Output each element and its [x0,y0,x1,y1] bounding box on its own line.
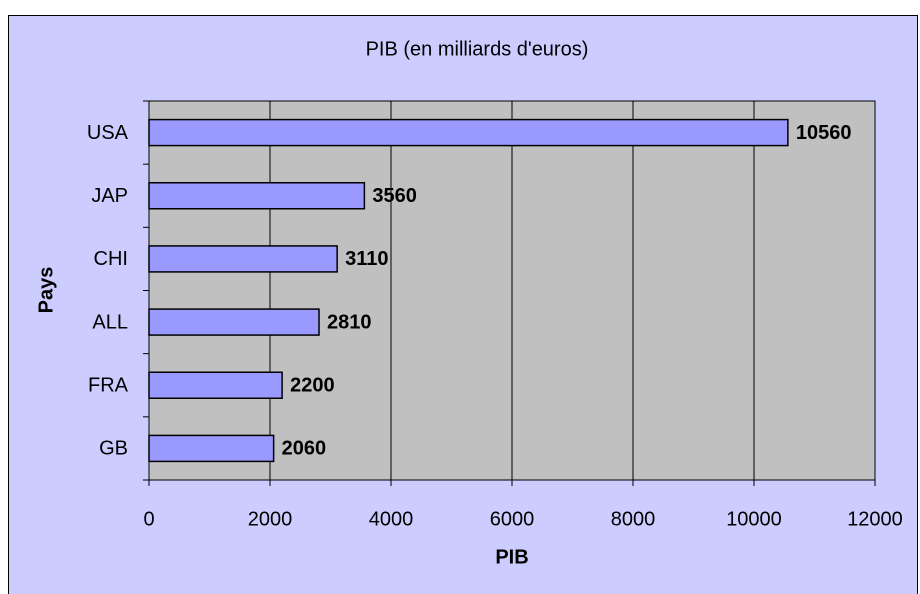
y-tick-label: USA [87,122,129,144]
x-axis-label: PIB [495,546,528,568]
x-tick-label: 12000 [847,508,903,530]
y-axis-label: Pays [35,267,57,314]
data-label: 10560 [796,122,852,144]
data-label: 2200 [290,375,335,397]
x-tick-label: 2000 [248,508,293,530]
data-label: 3110 [345,248,388,270]
x-tick-label: 0 [143,508,154,530]
y-tick-label: FRA [88,375,129,397]
y-tick-label: GB [99,438,128,460]
bar [148,371,283,399]
y-tick-label: ALL [92,311,128,333]
bar [148,118,789,147]
x-tick-label: 6000 [490,508,535,530]
y-tick-label: JAP [91,185,128,207]
x-tick-label: 4000 [369,508,414,530]
data-label: 2810 [327,311,372,333]
chart-title: PIB (en milliards d'euros) [366,38,589,60]
bar [148,245,338,273]
data-label: 3560 [372,185,417,207]
bar [148,308,320,336]
y-tick-label: CHI [94,248,128,270]
x-tick-label: 8000 [611,508,656,530]
bar [148,434,275,463]
bar [148,182,366,210]
x-tick-label: 10000 [726,508,782,530]
data-label: 2060 [282,438,327,460]
